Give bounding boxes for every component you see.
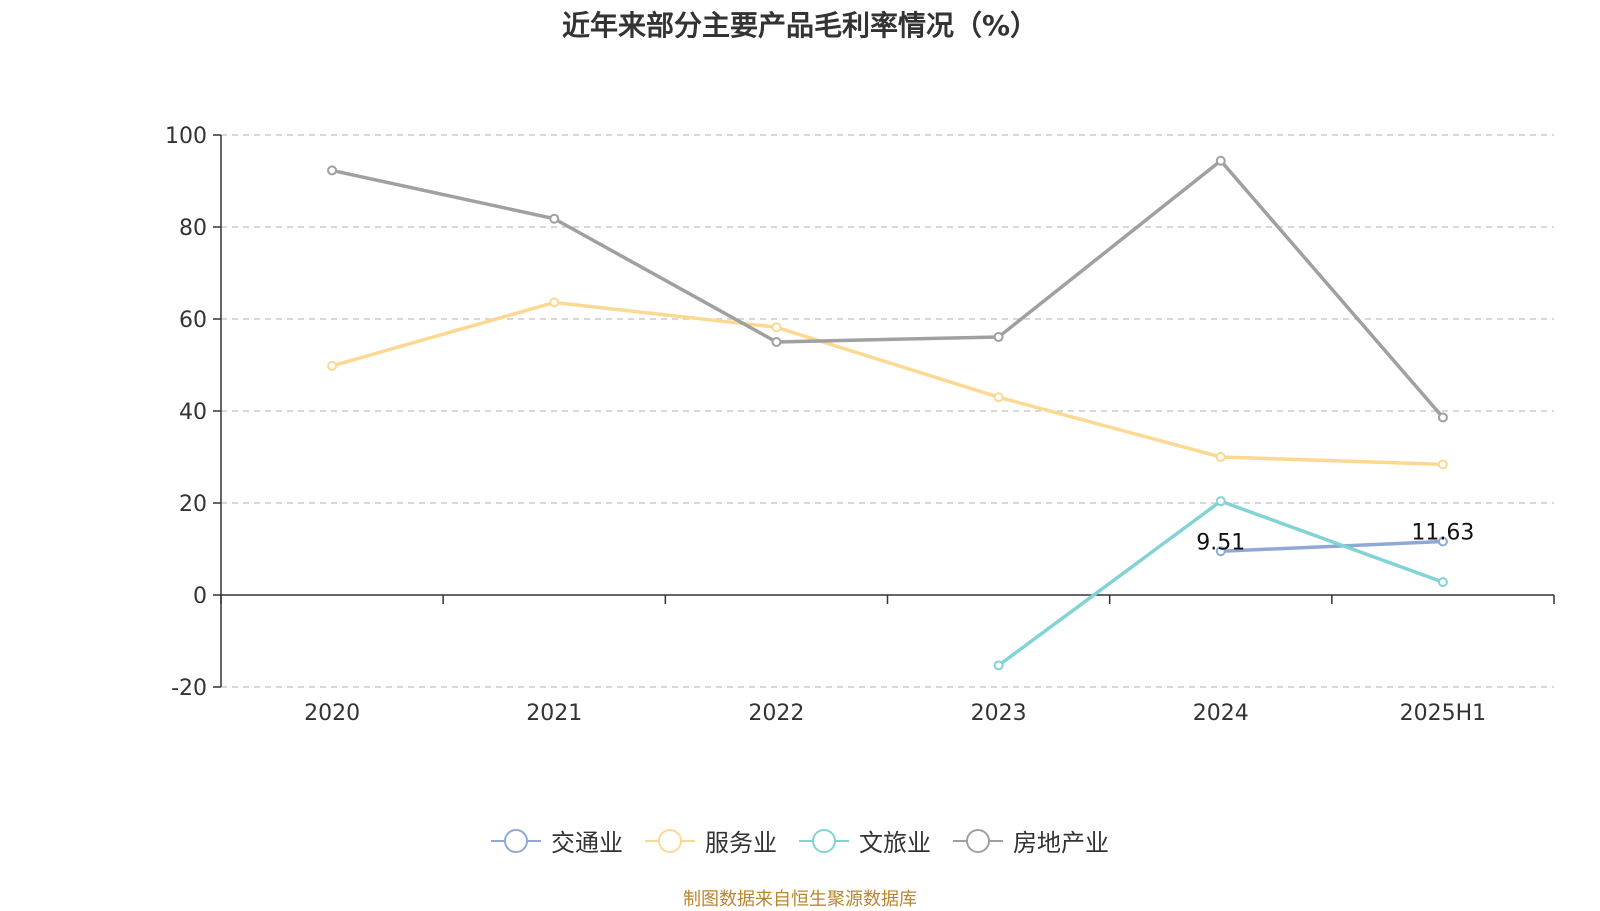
data-label: 11.63 [1411, 521, 1474, 546]
data-point [549, 297, 560, 308]
source-note: 制图数据来自恒生聚源数据库 [683, 889, 917, 910]
data-point [1215, 452, 1226, 462]
data-point [771, 337, 782, 347]
data-point [1437, 459, 1448, 470]
series-line [997, 499, 1444, 667]
y-tick-label: 80 [179, 216, 207, 241]
series-line [1220, 539, 1443, 554]
x-tick-label: 2024 [1193, 701, 1249, 726]
data-point [327, 360, 338, 371]
data-point [1215, 496, 1226, 507]
legend-item[interactable]: 文旅业 [799, 823, 931, 858]
grid-lines [221, 134, 1554, 688]
legend-item[interactable]: 房地产业 [953, 823, 1109, 858]
series-line [331, 159, 1445, 419]
data-point [771, 322, 782, 333]
y-tick-label: 20 [179, 492, 207, 517]
data-labels: 9.51 11.63 [1196, 521, 1474, 556]
x-tick-label: 2025H1 [1400, 701, 1487, 726]
x-tick-label: 2021 [526, 701, 582, 726]
legend-marker-icon [953, 828, 1003, 853]
axes: -20 0 20 40 60 80 100 2020 2021 2022 2023 2024 2025H… [165, 124, 1555, 726]
x-tick-label: 2023 [971, 701, 1027, 726]
y-tick-label: 100 [165, 124, 207, 149]
legend-label: 文旅业 [859, 829, 931, 857]
legend-marker-icon [799, 828, 849, 853]
data-point [1437, 577, 1448, 588]
data-point [1437, 412, 1448, 423]
data-point [993, 660, 1004, 671]
data-point [1437, 536, 1448, 547]
legend-item[interactable]: 交通业 [491, 823, 623, 858]
legend-item[interactable]: 服务业 [645, 823, 777, 858]
legend-label: 服务业 [705, 829, 777, 857]
x-tick-label: 2022 [748, 701, 804, 726]
series-lines [327, 155, 1448, 671]
data-point [1215, 155, 1226, 166]
legend: 交通业 服务业 文旅业 房地产业 [0, 823, 1600, 858]
y-tick-label: -20 [171, 676, 207, 701]
data-point [993, 392, 1004, 403]
series-line [331, 300, 1443, 467]
legend-label: 交通业 [551, 829, 623, 857]
y-tick-label: 60 [179, 308, 207, 333]
y-tick-label: 0 [193, 584, 207, 609]
chart-title: 近年来部分主要产品毛利率情况（%） [561, 9, 1039, 42]
data-point [549, 213, 560, 224]
data-point [1215, 546, 1226, 557]
legend-marker-icon [491, 828, 541, 853]
data-point [993, 331, 1004, 342]
legend-marker-icon [645, 828, 695, 853]
data-label: 9.51 [1196, 530, 1245, 555]
legend-label: 房地产业 [1013, 829, 1109, 857]
x-tick-label: 2020 [304, 701, 360, 726]
y-tick-label: 40 [179, 400, 207, 425]
data-point [327, 165, 338, 176]
